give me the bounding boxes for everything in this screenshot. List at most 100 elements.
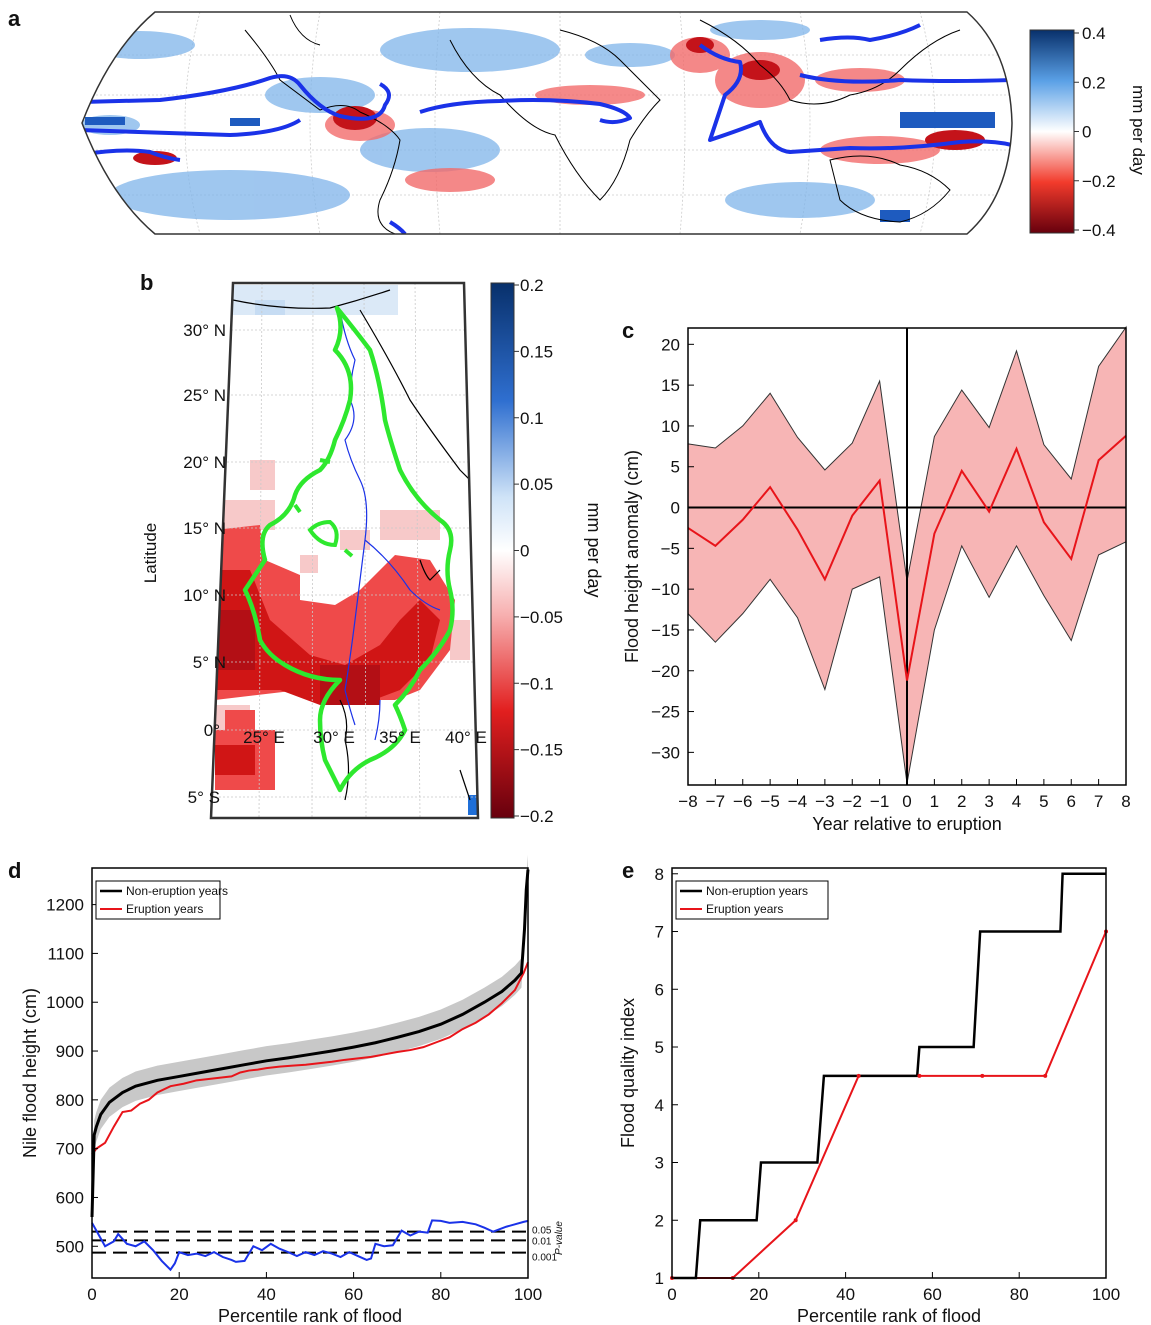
colorbar-b-tick-label: 0.1 xyxy=(520,409,544,428)
lon-tick-label: 35° E xyxy=(379,728,421,747)
y-tick-label: 1000 xyxy=(46,993,84,1012)
y-tick-label: 1200 xyxy=(46,896,84,915)
legend-box xyxy=(95,880,221,920)
x-tick-label: −3 xyxy=(815,792,834,811)
x-tick-label: 8 xyxy=(1121,792,1130,811)
precip-anomaly-field xyxy=(82,12,1012,234)
colorbar-b-tick-label: 0.15 xyxy=(520,342,553,361)
x-tick-label: 60 xyxy=(344,1285,363,1304)
colorbar-a-tick-label: 0.2 xyxy=(1082,73,1106,92)
x-tick-label: 7 xyxy=(1094,792,1103,811)
y-tick-label: 10 xyxy=(661,417,680,436)
legend-label: Non-eruption years xyxy=(706,884,808,898)
x-tick-label: 80 xyxy=(1010,1285,1029,1304)
x-tick-label: 1 xyxy=(930,792,939,811)
y-tick-label: −10 xyxy=(651,580,680,599)
panel-e: e 8 7 6 5 4 3 2 10 20 40 60 80 100 Percentile rank of… xyxy=(618,858,1120,1325)
panel-d-letter: d xyxy=(8,858,21,883)
x-tick-label: 3 xyxy=(984,792,993,811)
colorbar-b-tick-label: −0.2 xyxy=(520,807,554,826)
eruption-point xyxy=(980,1073,985,1078)
panel-e-letter: e xyxy=(622,858,634,883)
x-tick-label: −6 xyxy=(733,792,752,811)
y-tick-label: 2 xyxy=(655,1211,664,1230)
y-tick-label: 900 xyxy=(56,1042,84,1061)
y-tick-label: 1100 xyxy=(47,944,84,963)
x-tick-label: 4 xyxy=(1012,792,1021,811)
legend-label: Eruption years xyxy=(126,902,203,916)
map-b-frame xyxy=(209,281,480,820)
colorbar-b-tick-label: 0 xyxy=(520,542,529,561)
x-tick-label: 6 xyxy=(1067,792,1076,811)
x-axis-label: Percentile rank of flood xyxy=(218,1306,402,1325)
axes-frame xyxy=(91,867,529,1279)
eruption-point xyxy=(1043,1073,1048,1078)
x-tick-label: 40 xyxy=(836,1285,855,1304)
colorbar-b-tick-label: −0.15 xyxy=(520,741,563,760)
lat-tick-label: 0° xyxy=(204,721,220,740)
x-tick-label: −5 xyxy=(760,792,779,811)
x-tick-label: 20 xyxy=(170,1285,189,1304)
colorbar-b-tick-label: −0.05 xyxy=(520,608,563,627)
colorbar-b-label: mm per day xyxy=(584,502,604,597)
lon-tick-label: 40° E xyxy=(445,728,487,747)
x-tick-label: 0 xyxy=(87,1285,96,1304)
y-tick-label: 800 xyxy=(56,1091,84,1110)
legend-label: Eruption years xyxy=(706,902,783,916)
lon-tick-label: 25° E xyxy=(243,728,285,747)
y-axis-label: Flood quality index xyxy=(618,998,638,1148)
y-tick-label: 6 xyxy=(655,980,664,999)
eruption-years-line xyxy=(672,931,1107,1279)
lon-tick-label: 30° E xyxy=(313,728,355,747)
lat-tick-label: 25° N xyxy=(183,386,226,405)
y-axis-label: Flood height anomaly (cm) xyxy=(622,450,642,663)
panel-a-letter: a xyxy=(8,6,21,31)
legend-label: Non-eruption years xyxy=(126,884,228,898)
world-map xyxy=(81,11,1013,235)
x-tick-label: −1 xyxy=(870,792,889,811)
x-tick-label: −8 xyxy=(678,792,697,811)
x-tick-label: 60 xyxy=(923,1285,942,1304)
y-tick-label: −30 xyxy=(651,743,680,762)
x-tick-label: 0 xyxy=(667,1285,676,1304)
colorbar-b-tick-label: 0.05 xyxy=(520,475,553,494)
eruption-years-line xyxy=(91,961,529,1156)
legend-box xyxy=(675,880,829,920)
x-tick-label: −7 xyxy=(706,792,725,811)
y-tick-label: −25 xyxy=(651,703,680,722)
x-tick-label: 100 xyxy=(514,1285,542,1304)
eruption-point xyxy=(793,1218,798,1223)
y-tick-label: 600 xyxy=(56,1188,84,1207)
y-tick-label: 15 xyxy=(661,376,680,395)
map-frame xyxy=(81,11,1013,235)
colorbar-a-tick-label: −0.2 xyxy=(1082,172,1116,191)
colorbar-b: 0.2 0.15 0.1 0.05 0 −0.05 −0.1 −0.15 −0.2 mm per… xyxy=(490,276,604,826)
y-tick-label: −15 xyxy=(651,621,680,640)
pvalue-axis-label: P-value xyxy=(554,1221,565,1255)
colorbar-a-bar xyxy=(1029,29,1075,234)
x-tick-label: −2 xyxy=(843,792,862,811)
panel-b-letter: b xyxy=(140,270,153,295)
x-tick-label: 0 xyxy=(902,792,911,811)
pvalue-threshold-label: 0.01 xyxy=(532,1236,552,1247)
colorbar-b-tick-label: −0.1 xyxy=(520,674,554,693)
x-tick-label: 80 xyxy=(431,1285,450,1304)
y-tick-label: 7 xyxy=(655,923,664,942)
panel-d: d 0.050.010.001P-value120011001000900800… xyxy=(8,854,565,1325)
lat-tick-label: 10° N xyxy=(183,586,226,605)
x-tick-label: 20 xyxy=(749,1285,768,1304)
colorbar-b-tick-label: 0.2 xyxy=(520,276,544,295)
x-tick-label: 2 xyxy=(957,792,966,811)
colorbar-a-label: mm per day xyxy=(1129,85,1148,175)
y-tick-label: 0 xyxy=(671,499,680,518)
lat-tick-label: 5° N xyxy=(193,653,226,672)
lat-tick-label: 20° N xyxy=(183,453,226,472)
colorbar-a-tick-label: 0 xyxy=(1082,123,1091,142)
pvalue-line xyxy=(91,1219,529,1272)
y-tick-label: 1 xyxy=(655,1269,664,1288)
non-eruption-years-line xyxy=(672,872,1106,1280)
panel-b: b Latitude xyxy=(140,270,604,826)
y-tick-label: 3 xyxy=(655,1154,664,1173)
